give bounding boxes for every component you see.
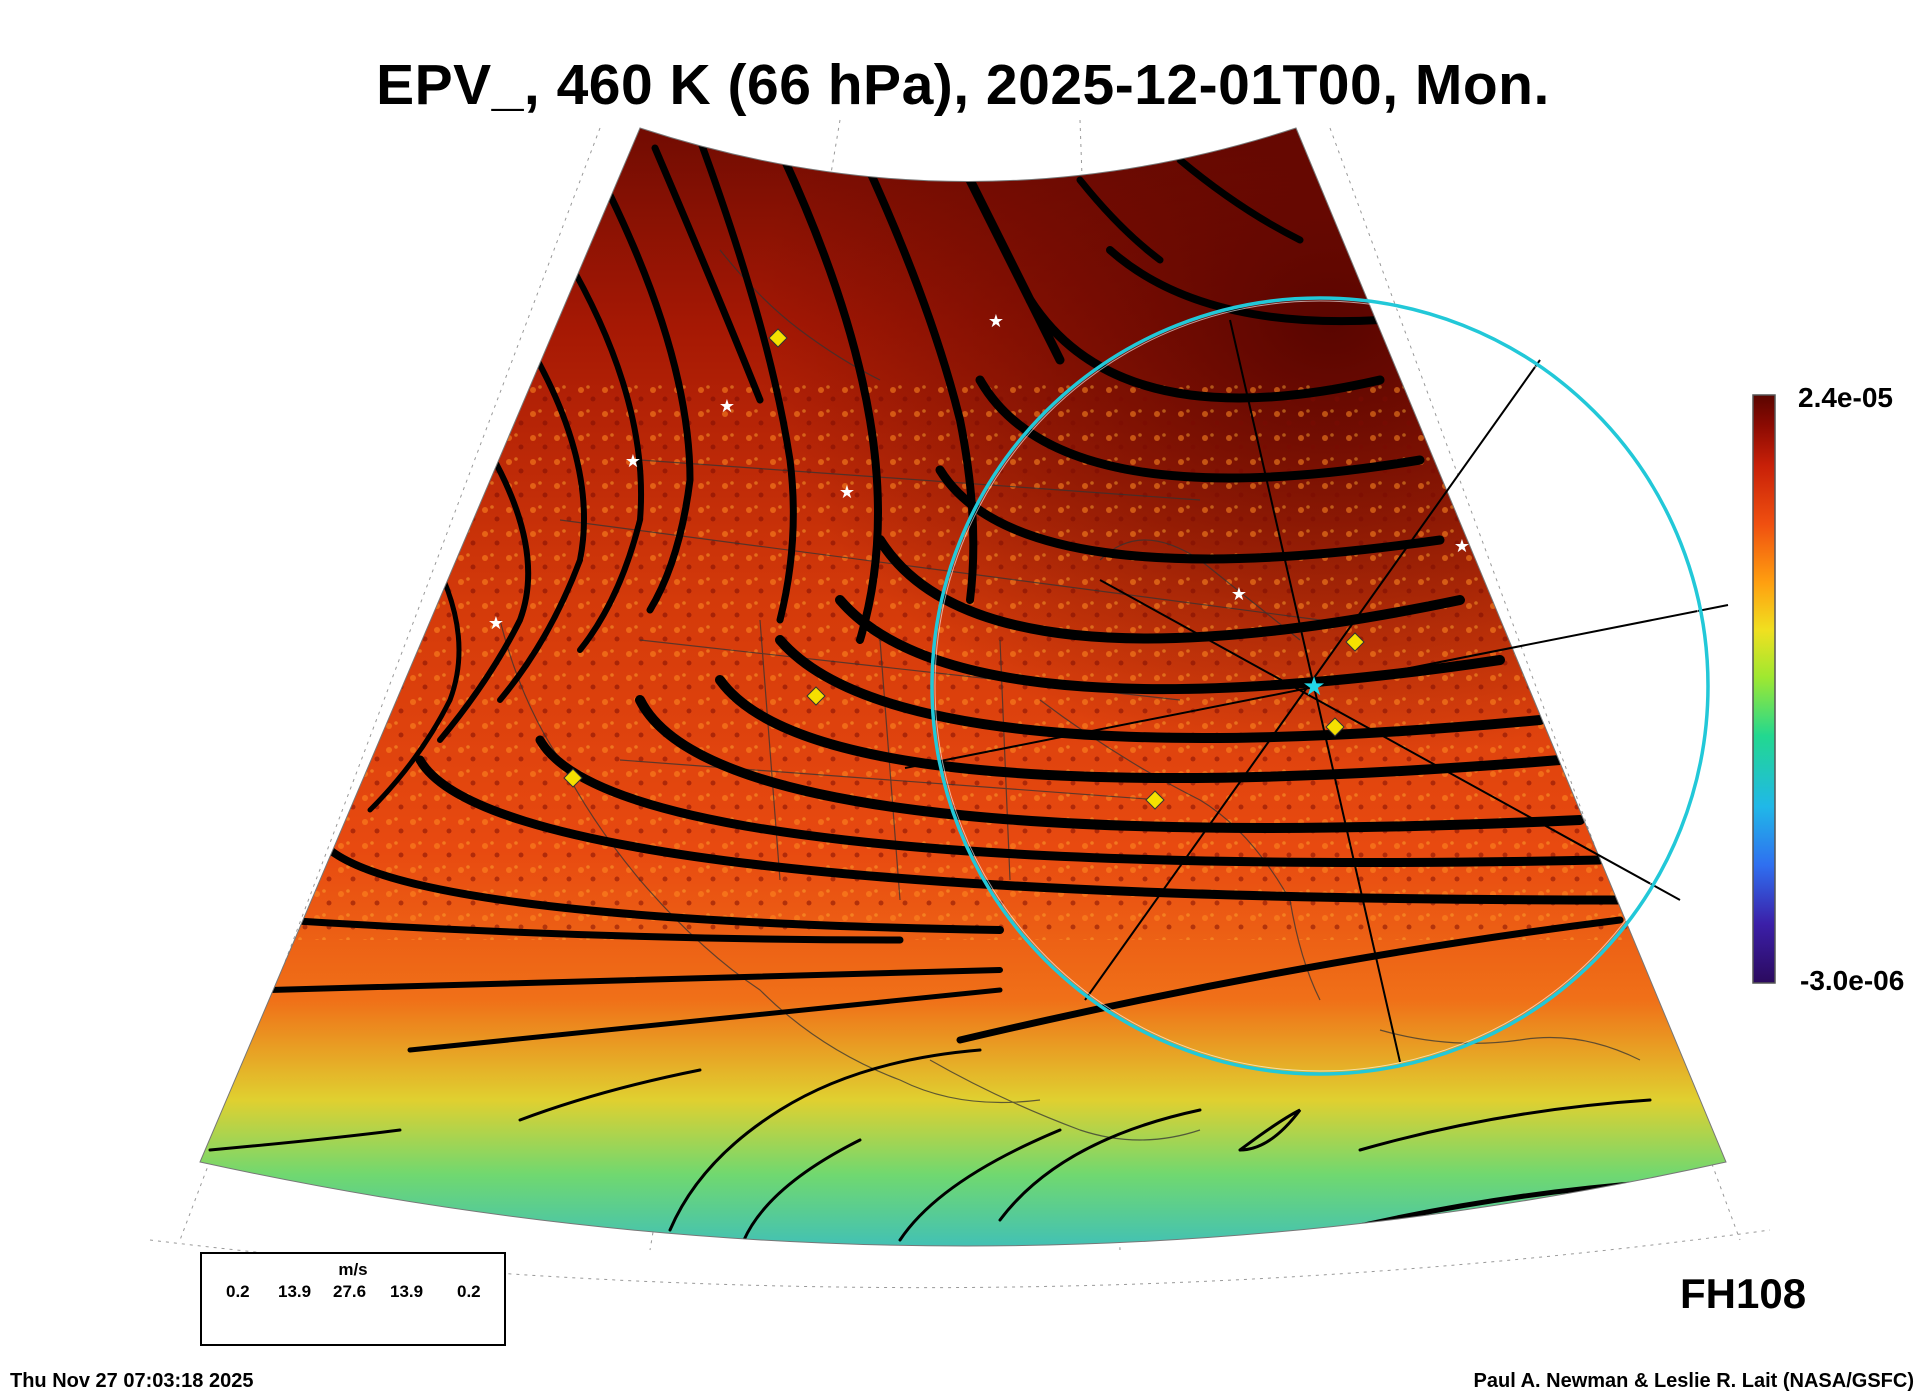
- center-star-marker: ★: [1302, 672, 1325, 702]
- yellow-diamond-markers: [563, 328, 1365, 810]
- wind-legend-value: 27.6: [333, 1282, 367, 1301]
- diamond-marker: [806, 686, 826, 706]
- star-marker: ★: [1231, 584, 1247, 605]
- colorbar-min-label: -3.0e-06: [1800, 965, 1905, 996]
- wind-legend-value: 13.9: [390, 1282, 424, 1301]
- vortex-ring: [930, 296, 1710, 1076]
- wind-legend: m/s 0.2 13.9 27.6 13.9 0.2: [200, 1252, 506, 1346]
- white-star-markers: ★ ★ ★ ★ ★ ★ ★: [488, 311, 1470, 634]
- wind-legend-value: 0.2: [457, 1282, 481, 1301]
- timestamp: Thu Nov 27 07:03:18 2025: [10, 1370, 254, 1392]
- forecast-hour-label: FH108: [1680, 1270, 1807, 1317]
- page-title: EPV_, 460 K (66 hPa), 2025-12-01T00, Mon…: [376, 53, 1550, 117]
- map-boundary: [199, 127, 1727, 1247]
- diamond-marker: [563, 768, 583, 788]
- wind-legend-value: 0.2: [226, 1282, 250, 1301]
- diamond-marker: [768, 328, 788, 348]
- star-marker: ★: [988, 311, 1004, 332]
- colorbar-max-label: 2.4e-05: [1798, 382, 1893, 413]
- wind-legend-value: 13.9: [278, 1282, 312, 1301]
- star-marker: ★: [719, 396, 735, 417]
- star-marker: ★: [1454, 536, 1470, 557]
- wind-legend-unit: m/s: [338, 1260, 368, 1279]
- diamond-marker: [1345, 632, 1365, 652]
- star-marker: ★: [488, 613, 504, 634]
- diamond-marker: [1325, 717, 1345, 737]
- diamond-marker: [1145, 790, 1165, 810]
- cross-section-lines: [904, 319, 1729, 1063]
- star-marker: ★: [839, 482, 855, 503]
- credit-line: Paul A. Newman & Leslie R. Lait (NASA/GS…: [1473, 1370, 1914, 1392]
- star-marker: ★: [625, 451, 641, 472]
- colorbar: [1752, 394, 1776, 984]
